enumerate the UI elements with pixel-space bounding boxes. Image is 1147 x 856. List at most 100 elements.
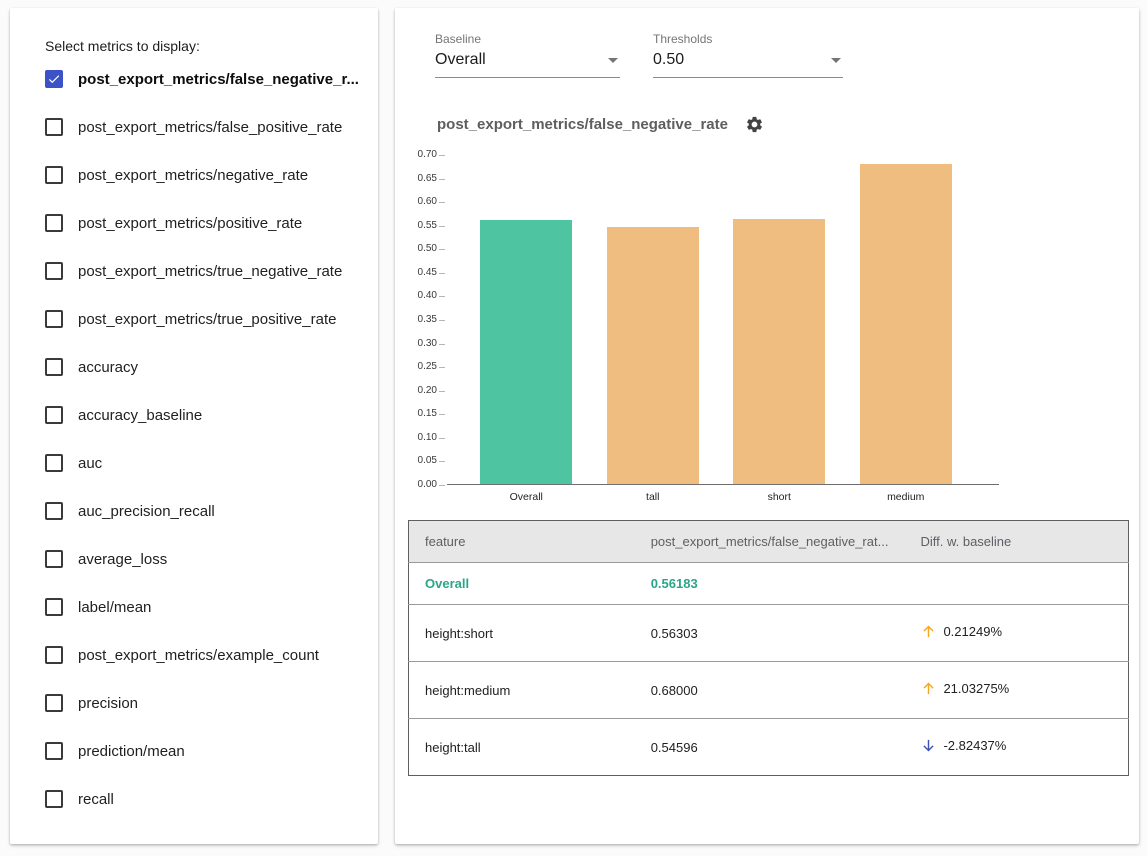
metric-checkbox-item[interactable]: precision: [10, 679, 378, 727]
x-tick-label: medium: [843, 491, 970, 503]
y-tick-label: 0.70: [418, 150, 437, 160]
trend-up-icon: [920, 623, 937, 640]
table-header-row: feature post_export_metrics/false_negati…: [409, 521, 1129, 563]
metric-label: post_export_metrics/false_negative_r...: [78, 71, 359, 88]
metric-checkbox-item[interactable]: average_loss: [10, 535, 378, 583]
bar-band: [716, 155, 843, 484]
chevron-down-icon: [608, 58, 618, 63]
analysis-panel: Baseline Overall Thresholds 0.50 post_ex…: [395, 8, 1139, 844]
bar-short[interactable]: [733, 219, 825, 484]
checkbox-unchecked-icon[interactable]: [45, 502, 63, 520]
header-feature: feature: [409, 521, 635, 563]
table-row[interactable]: height:tall0.54596 -2.82437%: [409, 719, 1129, 776]
x-tick-label: Overall: [463, 491, 590, 503]
checkbox-unchecked-icon[interactable]: [45, 790, 63, 808]
bar-band: [843, 155, 970, 484]
y-tick-label: 0.05: [418, 456, 437, 466]
baseline-label: Baseline: [435, 32, 620, 46]
metric-checkbox-item[interactable]: post_export_metrics/example_count: [10, 631, 378, 679]
y-tick-label: 0.35: [418, 315, 437, 325]
table-row[interactable]: Overall0.56183: [409, 563, 1129, 605]
metric-label: post_export_metrics/example_count: [78, 647, 319, 664]
metric-checkbox-item[interactable]: post_export_metrics/false_negative_r...: [10, 55, 378, 103]
bar-tall[interactable]: [607, 227, 699, 484]
metric-value-cell: 0.54596: [635, 719, 905, 776]
metric-checkbox-item[interactable]: label/mean: [10, 583, 378, 631]
metric-label: post_export_metrics/negative_rate: [78, 167, 308, 184]
diff-value: -2.82437%: [943, 738, 1006, 753]
checkbox-unchecked-icon[interactable]: [45, 118, 63, 136]
checkbox-unchecked-icon[interactable]: [45, 550, 63, 568]
metric-checkbox-item[interactable]: auc: [10, 439, 378, 487]
chart-header: post_export_metrics/false_negative_rate: [437, 114, 765, 134]
metric-checkbox-item[interactable]: post_export_metrics/true_positive_rate: [10, 295, 378, 343]
y-tick-label: 0.30: [418, 339, 437, 349]
metric-label: accuracy_baseline: [78, 407, 202, 424]
metric-label: recall: [78, 791, 114, 808]
table-row[interactable]: height:medium0.6800021.03275%: [409, 662, 1129, 719]
metric-checkbox-item[interactable]: recall: [10, 775, 378, 823]
checkbox-unchecked-icon[interactable]: [45, 646, 63, 664]
checkbox-unchecked-icon[interactable]: [45, 694, 63, 712]
checkbox-unchecked-icon[interactable]: [45, 598, 63, 616]
metric-checkbox-item[interactable]: post_export_metrics/true_negative_rate: [10, 247, 378, 295]
metric-selector-panel: Select metrics to display: post_export_m…: [10, 8, 378, 844]
thresholds-label: Thresholds: [653, 32, 843, 46]
header-diff-baseline: Diff. w. baseline: [904, 521, 1128, 563]
metric-checkbox-item[interactable]: post_export_metrics/positive_rate: [10, 199, 378, 247]
metric-checkbox-item[interactable]: post_export_metrics/false_positive_rate: [10, 103, 378, 151]
bar-medium[interactable]: [860, 164, 952, 484]
trend-down-icon: [920, 737, 937, 754]
settings-gear-icon[interactable]: [745, 114, 765, 134]
checkbox-unchecked-icon[interactable]: [45, 166, 63, 184]
bar-chart: 0.000.050.100.150.200.250.300.350.400.45…: [395, 155, 999, 503]
chart-y-axis: 0.000.050.100.150.200.250.300.350.400.45…: [395, 155, 447, 485]
diff-cell: -2.82437%: [904, 719, 1128, 776]
bar-band: [590, 155, 717, 484]
metric-label: post_export_metrics/positive_rate: [78, 215, 302, 232]
checkbox-unchecked-icon[interactable]: [45, 454, 63, 472]
trend-up-icon: [920, 680, 937, 697]
metric-checkbox-item[interactable]: prediction/mean: [10, 727, 378, 775]
diff-cell: 21.03275%: [904, 662, 1128, 719]
metric-label: post_export_metrics/false_positive_rate: [78, 119, 342, 136]
y-tick-label: 0.40: [418, 291, 437, 301]
header-metric-value: post_export_metrics/false_negative_rat..…: [635, 521, 905, 563]
checkbox-unchecked-icon[interactable]: [45, 358, 63, 376]
metric-checkbox-item[interactable]: post_export_metrics/negative_rate: [10, 151, 378, 199]
y-tick-label: 0.65: [418, 174, 437, 184]
metrics-table: feature post_export_metrics/false_negati…: [408, 520, 1129, 776]
metric-label: prediction/mean: [78, 743, 185, 760]
checkbox-unchecked-icon[interactable]: [45, 214, 63, 232]
checkbox-unchecked-icon[interactable]: [45, 310, 63, 328]
y-tick-label: 0.50: [418, 244, 437, 254]
metric-label: auc_precision_recall: [78, 503, 215, 520]
table-row[interactable]: height:short0.563030.21249%: [409, 605, 1129, 662]
metric-checkbox-item[interactable]: accuracy: [10, 343, 378, 391]
diff-cell: [904, 563, 1128, 605]
feature-cell: height:tall: [409, 719, 635, 776]
y-tick-label: 0.25: [418, 362, 437, 372]
diff-cell: 0.21249%: [904, 605, 1128, 662]
metric-label: average_loss: [78, 551, 167, 568]
metric-checkbox-item[interactable]: accuracy_baseline: [10, 391, 378, 439]
y-tick-label: 0.55: [418, 221, 437, 231]
checkbox-unchecked-icon[interactable]: [45, 406, 63, 424]
baseline-dropdown[interactable]: Baseline Overall: [435, 32, 620, 78]
thresholds-value: 0.50: [653, 51, 684, 69]
checkbox-checked-icon[interactable]: [45, 70, 63, 88]
checkbox-unchecked-icon[interactable]: [45, 742, 63, 760]
chart-x-axis: Overalltallshortmedium: [447, 491, 999, 503]
y-tick-label: 0.20: [418, 386, 437, 396]
metric-list: post_export_metrics/false_negative_r...p…: [10, 55, 378, 823]
chart-title: post_export_metrics/false_negative_rate: [437, 116, 728, 133]
checkbox-unchecked-icon[interactable]: [45, 262, 63, 280]
metric-label: label/mean: [78, 599, 151, 616]
metric-checkbox-item[interactable]: auc_precision_recall: [10, 487, 378, 535]
feature-cell: height:short: [409, 605, 635, 662]
metric-label: accuracy: [78, 359, 138, 376]
bar-Overall[interactable]: [480, 220, 572, 484]
x-tick-label: short: [716, 491, 843, 503]
thresholds-dropdown[interactable]: Thresholds 0.50: [653, 32, 843, 78]
feature-cell: Overall: [409, 563, 635, 605]
